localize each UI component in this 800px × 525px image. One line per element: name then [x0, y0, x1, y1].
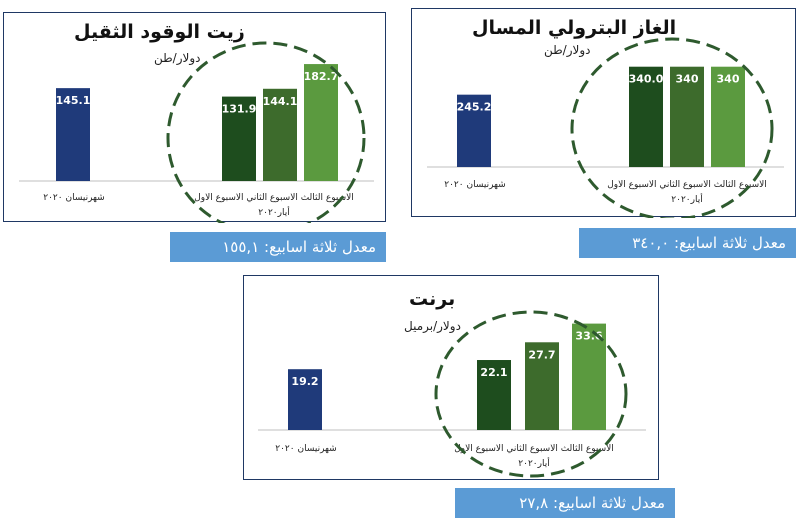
data-label-week-1: 22.1	[480, 366, 507, 379]
bar-week-1	[629, 66, 663, 167]
bar-week-1	[477, 360, 511, 430]
bar-week-2	[670, 66, 704, 167]
bar-april	[288, 369, 322, 430]
highlight-ellipse	[166, 41, 366, 223]
data-label-april: 245.2	[457, 101, 492, 114]
bar-april	[457, 94, 491, 167]
bar-week-2	[525, 342, 559, 430]
chart-unit: دولار/طن	[544, 43, 591, 57]
bar-week-1	[222, 96, 256, 181]
average-value: ٣٤٠,٠	[632, 234, 670, 252]
average-box-fuel-oil: معدل ثلاثة اسابيع: ١٥٥,١	[170, 232, 386, 262]
bar-week-3	[711, 66, 745, 167]
data-label-week-3: 340	[717, 73, 740, 86]
bar-april	[56, 88, 90, 181]
data-label-april: 145.1	[56, 94, 91, 107]
chart-unit: دولار/برميل	[404, 319, 461, 333]
category-label-april: شهرنيسان ٢٠٢٠	[43, 193, 104, 203]
average-label: معدل ثلاثة اسابيع:	[674, 234, 786, 252]
category-label-april: شهرنيسان ٢٠٢٠	[444, 180, 505, 190]
average-label: معدل ثلاثة اسابيع:	[553, 494, 665, 512]
chart-title: برنت	[409, 288, 456, 310]
data-label-week-2: 144.1	[263, 95, 298, 108]
chart-panel-fuel-oil: 145.1 131.9 144.1 182.7 شهرنيسان ٢٠٢٠ الاسبوع…	[3, 12, 386, 223]
chart-svg-fuel-oil: 145.1 131.9 144.1 182.7 شهرنيسان ٢٠٢٠ الاسبوع…	[19, 41, 374, 223]
category-label-month: أيار٢٠٢٠	[671, 193, 702, 205]
data-label-week-1: 131.9	[222, 103, 257, 116]
highlight-ellipse	[434, 310, 628, 478]
average-label: معدل ثلاثة اسابيع:	[264, 238, 376, 256]
category-label-month: أيار٢٠٢٠	[518, 457, 549, 469]
category-label-april: شهرنيسان ٢٠٢٠	[275, 444, 336, 454]
chart-panel-brent: 19.2 22.1 27.7 33.6 شهرنيسان ٢٠٢٠ الاسبوع الث…	[243, 275, 659, 480]
bar-week-3	[304, 64, 338, 181]
average-value: ١٥٥,١	[222, 238, 260, 256]
chart-unit: دولار/طن	[154, 51, 201, 65]
data-label-week-3: 182.7	[304, 70, 339, 83]
data-label-week-1: 340.0	[629, 73, 664, 86]
bar-week-2	[263, 88, 297, 181]
chart-title: الغاز البترولي المسال	[472, 17, 677, 39]
chart-panel-lpg: 245.2 340.0 340 340 شهرنيسان ٢٠٢٠ الاسبوع الث…	[411, 8, 796, 218]
highlight-ellipse	[570, 37, 774, 218]
bar-week-3	[572, 323, 606, 430]
chart-title: زيت الوقود الثقيل	[74, 21, 245, 43]
data-label-week-2: 340	[676, 73, 699, 86]
data-label-april: 19.2	[291, 375, 318, 388]
category-label-weeks: الاسبوع الثالث الاسبوع الثاني الاسبوع ال…	[194, 193, 354, 203]
category-label-weeks: الاسبوع الثالث الاسبوع الثاني الاسبوع ال…	[454, 444, 614, 454]
category-label-weeks: الاسبوع الثالث الاسبوع الثاني الاسبوع ال…	[607, 180, 767, 190]
average-value: ٢٧,٨	[519, 494, 549, 512]
average-box-lpg: معدل ثلاثة اسابيع: ٣٤٠,٠	[579, 228, 796, 258]
data-label-week-2: 27.7	[528, 348, 555, 361]
category-label-month: أيار٢٠٢٠	[258, 206, 289, 218]
chart-svg-lpg: 245.2 340.0 340 340 شهرنيسان ٢٠٢٠ الاسبوع الث…	[427, 37, 784, 218]
average-box-brent: معدل ثلاثة اسابيع: ٢٧,٨	[455, 488, 675, 518]
